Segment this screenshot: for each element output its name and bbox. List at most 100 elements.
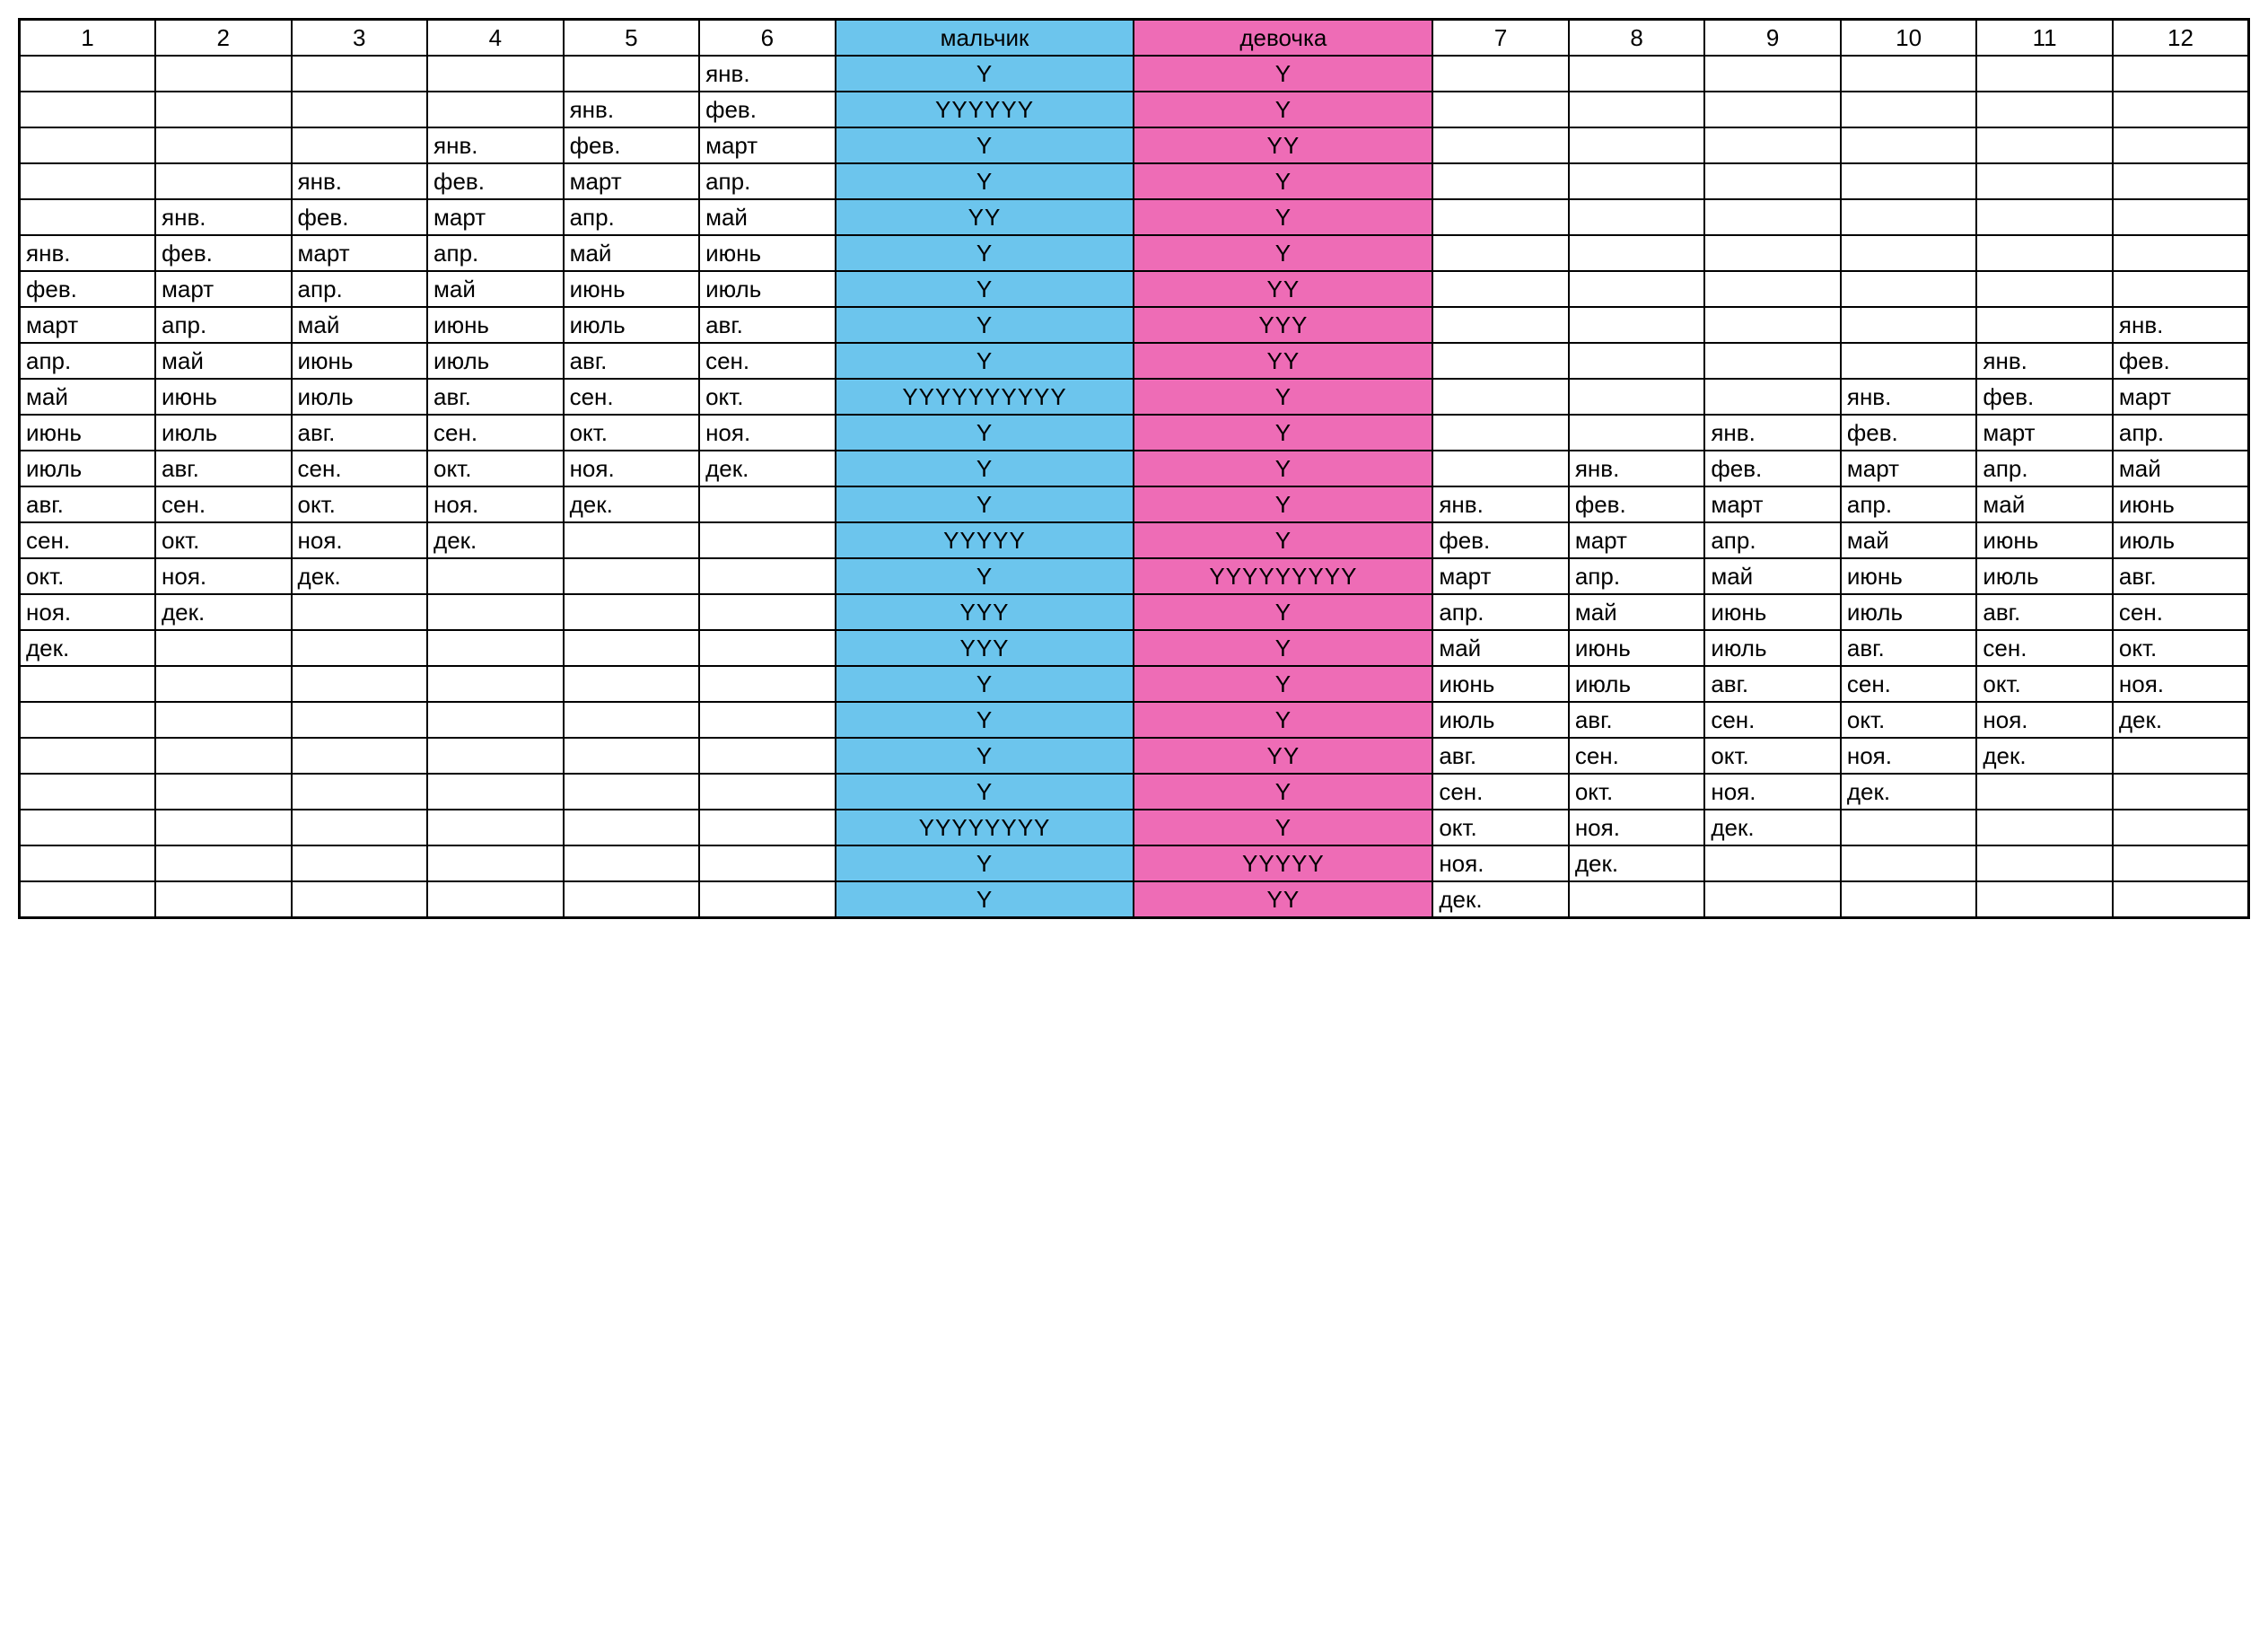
month-cell: окт. bbox=[699, 379, 836, 415]
month-cell bbox=[2113, 774, 2249, 810]
col-header-2: 2 bbox=[155, 20, 292, 57]
month-cell bbox=[292, 738, 428, 774]
month-cell: дек. bbox=[2113, 702, 2249, 738]
month-cell bbox=[1704, 56, 1841, 92]
month-cell bbox=[20, 92, 156, 127]
boy-cell: Y bbox=[836, 271, 1134, 307]
month-cell bbox=[2113, 271, 2249, 307]
month-cell bbox=[1841, 163, 1977, 199]
month-cell bbox=[427, 881, 564, 918]
month-cell bbox=[699, 881, 836, 918]
month-cell: сен. bbox=[699, 343, 836, 379]
boy-cell: Y bbox=[836, 235, 1134, 271]
month-cell bbox=[1976, 163, 2113, 199]
month-cell: июль bbox=[1841, 594, 1977, 630]
month-cell: окт. bbox=[2113, 630, 2249, 666]
col-header-11: 11 bbox=[1976, 20, 2113, 57]
month-cell bbox=[20, 810, 156, 845]
month-cell bbox=[564, 881, 700, 918]
month-cell: фев. bbox=[1569, 486, 1705, 522]
month-cell bbox=[1432, 415, 1569, 451]
girl-cell: Y bbox=[1134, 92, 1432, 127]
month-cell bbox=[1704, 199, 1841, 235]
month-cell: май bbox=[564, 235, 700, 271]
col-header-1: 1 bbox=[20, 20, 156, 57]
boy-cell: YYY bbox=[836, 594, 1134, 630]
month-cell: июль bbox=[564, 307, 700, 343]
month-cell: фев. bbox=[427, 163, 564, 199]
col-header-boy: мальчик bbox=[836, 20, 1134, 57]
month-cell bbox=[1432, 92, 1569, 127]
col-header-7: 7 bbox=[1432, 20, 1569, 57]
month-cell bbox=[1432, 199, 1569, 235]
girl-cell: Y bbox=[1134, 451, 1432, 486]
month-cell: март bbox=[1569, 522, 1705, 558]
girl-cell: Y bbox=[1134, 415, 1432, 451]
month-cell bbox=[155, 127, 292, 163]
girl-cell: Y bbox=[1134, 666, 1432, 702]
month-cell bbox=[1841, 127, 1977, 163]
boy-cell: Y bbox=[836, 486, 1134, 522]
month-cell: июль bbox=[1704, 630, 1841, 666]
month-cell: фев. bbox=[2113, 343, 2249, 379]
month-cell bbox=[1432, 271, 1569, 307]
boy-cell: Y bbox=[836, 163, 1134, 199]
month-cell bbox=[155, 881, 292, 918]
table-row: YYсен.окт.ноя.дек. bbox=[20, 774, 2249, 810]
month-cell: апр. bbox=[1432, 594, 1569, 630]
table-row: янв.фев.YYYYYYY bbox=[20, 92, 2249, 127]
month-cell: авг. bbox=[2113, 558, 2249, 594]
boy-cell: Y bbox=[836, 451, 1134, 486]
girl-cell: Y bbox=[1134, 199, 1432, 235]
month-cell bbox=[1841, 307, 1977, 343]
month-cell bbox=[1976, 127, 2113, 163]
month-cell bbox=[699, 594, 836, 630]
month-cell: окт. bbox=[564, 415, 700, 451]
month-cell: авг. bbox=[292, 415, 428, 451]
table-row: авг.сен.окт.ноя.дек.YYянв.фев.мартапр.ма… bbox=[20, 486, 2249, 522]
col-header-4: 4 bbox=[427, 20, 564, 57]
month-cell: сен. bbox=[155, 486, 292, 522]
boy-cell: Y bbox=[836, 738, 1134, 774]
month-cell bbox=[2113, 127, 2249, 163]
month-cell bbox=[1841, 92, 1977, 127]
month-cell bbox=[1841, 845, 1977, 881]
month-cell bbox=[1569, 881, 1705, 918]
month-cell bbox=[1569, 199, 1705, 235]
boy-cell: YYYYYYYYYY bbox=[836, 379, 1134, 415]
girl-cell: Y bbox=[1134, 630, 1432, 666]
table-row: YYYYYYноя.дек. bbox=[20, 845, 2249, 881]
month-cell bbox=[427, 810, 564, 845]
month-cell bbox=[427, 845, 564, 881]
month-cell bbox=[1569, 271, 1705, 307]
month-cell bbox=[1841, 199, 1977, 235]
month-cell: фев. bbox=[564, 127, 700, 163]
month-cell: май bbox=[1432, 630, 1569, 666]
month-cell: сен. bbox=[20, 522, 156, 558]
month-cell bbox=[699, 845, 836, 881]
month-cell: март bbox=[1976, 415, 2113, 451]
month-cell: авг. bbox=[155, 451, 292, 486]
month-cell bbox=[564, 594, 700, 630]
month-cell: дек. bbox=[1704, 810, 1841, 845]
month-cell: окт. bbox=[1704, 738, 1841, 774]
month-cell bbox=[1569, 127, 1705, 163]
month-cell bbox=[292, 702, 428, 738]
month-cell: ноя. bbox=[20, 594, 156, 630]
month-cell: окт. bbox=[427, 451, 564, 486]
month-cell bbox=[20, 163, 156, 199]
month-cell: май bbox=[1841, 522, 1977, 558]
month-cell bbox=[1976, 881, 2113, 918]
boy-cell: YYYYY bbox=[836, 522, 1134, 558]
col-header-6: 6 bbox=[699, 20, 836, 57]
month-cell: сен. bbox=[292, 451, 428, 486]
month-cell bbox=[1569, 343, 1705, 379]
month-cell: апр. bbox=[1704, 522, 1841, 558]
month-cell bbox=[1841, 881, 1977, 918]
month-cell bbox=[564, 738, 700, 774]
month-cell bbox=[1976, 235, 2113, 271]
month-cell: март bbox=[20, 307, 156, 343]
month-cell: март bbox=[1841, 451, 1977, 486]
month-cell bbox=[427, 92, 564, 127]
month-cell bbox=[155, 845, 292, 881]
